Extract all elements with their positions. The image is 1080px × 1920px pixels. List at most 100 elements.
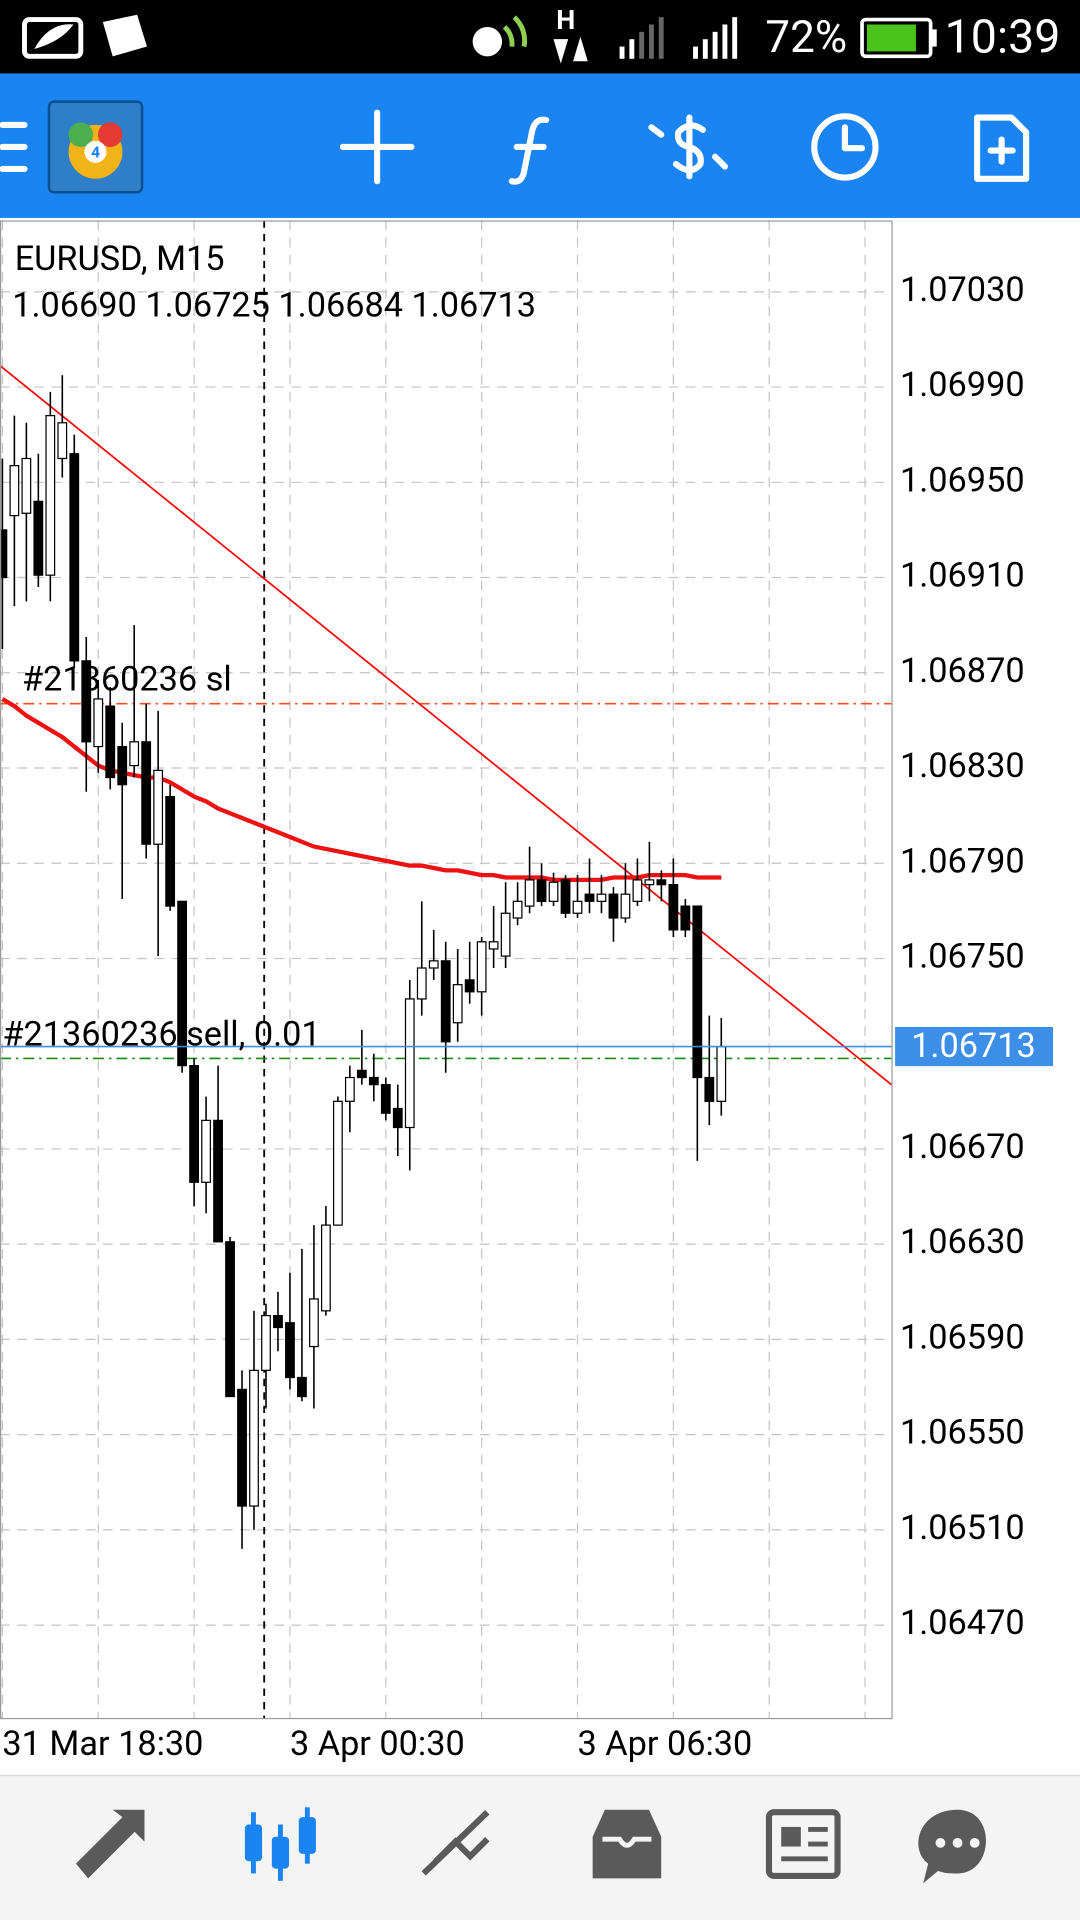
status-icons: H xyxy=(22,4,937,64)
candle-body xyxy=(548,881,559,902)
candle-body xyxy=(428,960,439,969)
bottom-nav xyxy=(0,1775,1080,1920)
candle-body xyxy=(141,741,152,845)
x-tick-label: 31 Mar 18:30 xyxy=(2,1724,203,1764)
new-order-button[interactable] xyxy=(974,114,1030,182)
y-tick-label: 1.07030 xyxy=(900,270,1025,310)
candle-body xyxy=(117,745,128,786)
chart-title: EURUSD, M15 xyxy=(15,239,225,279)
battery-level: 72% xyxy=(765,11,847,63)
candle-body xyxy=(45,415,56,576)
news-tab[interactable] xyxy=(765,1809,841,1879)
candle-body xyxy=(380,1084,391,1114)
order-level-label: #21360236 sl xyxy=(22,660,232,700)
menu-button[interactable] xyxy=(0,121,28,173)
history-tab[interactable] xyxy=(592,1809,662,1879)
candle-body xyxy=(524,879,535,907)
candle-body xyxy=(237,1388,247,1507)
candle-body xyxy=(488,941,499,950)
candle-body xyxy=(644,879,655,886)
candle-body xyxy=(261,1314,271,1371)
candle-body xyxy=(440,960,451,1043)
candle-body xyxy=(69,453,80,662)
candle-body xyxy=(404,998,415,1129)
candle-body xyxy=(225,1241,235,1398)
quotes-tab[interactable] xyxy=(75,1809,145,1879)
candle-body xyxy=(716,1045,727,1102)
candle-body xyxy=(500,912,511,957)
candle-body xyxy=(33,500,44,576)
candle-body xyxy=(704,1076,715,1102)
candle-body xyxy=(536,879,547,902)
candle-body xyxy=(572,900,583,914)
y-tick-label: 1.06990 xyxy=(900,365,1025,405)
y-tick-label: 1.06590 xyxy=(900,1317,1025,1357)
candle-body xyxy=(321,1224,331,1312)
candle-body xyxy=(584,893,595,902)
candle-body xyxy=(9,465,20,517)
y-tick-label: 1.06470 xyxy=(900,1603,1025,1643)
app-logo[interactable]: 4 xyxy=(47,100,144,194)
labels: 1.07030 1.06990 1.06950 1.06910 1.06870 1.068… xyxy=(2,270,1054,1764)
candle-body xyxy=(452,984,463,1024)
candle-body xyxy=(476,941,487,993)
trade-tab[interactable] xyxy=(421,1810,490,1876)
candle-body xyxy=(165,795,176,907)
candle-body xyxy=(512,900,523,919)
candle-body xyxy=(309,1298,319,1348)
candle-body xyxy=(596,893,607,902)
plot xyxy=(0,220,892,1718)
candle-body xyxy=(560,879,571,914)
candle-body xyxy=(249,1369,259,1507)
status-bar xyxy=(0,0,1080,74)
candle-body xyxy=(153,769,164,845)
candle-body xyxy=(392,1107,403,1129)
bid-label: 1.06713 xyxy=(911,1026,1036,1066)
candle-body xyxy=(344,1076,355,1102)
y-tick-label: 1.06790 xyxy=(900,841,1025,881)
y-tick-label: 1.06670 xyxy=(900,1127,1025,1167)
candle-body xyxy=(93,698,104,748)
indicators-button[interactable] xyxy=(508,116,550,185)
candle-body xyxy=(129,741,140,767)
candle-body xyxy=(105,705,116,779)
y-tick-label: 1.06950 xyxy=(900,460,1025,500)
plot-frame xyxy=(0,220,893,1720)
candle-body xyxy=(356,1069,367,1079)
clock: 10:39 xyxy=(945,11,1061,65)
candle-body xyxy=(189,1064,199,1183)
candle-body xyxy=(201,1119,211,1183)
y-tick-label: 1.06750 xyxy=(900,937,1025,977)
order-level-label: #21360236 sell, 0.01 xyxy=(2,1014,320,1054)
candle-body xyxy=(620,893,631,919)
candle-body xyxy=(680,905,691,931)
candle-body xyxy=(213,1119,223,1243)
y-tick-label: 1.06870 xyxy=(900,651,1025,691)
crosshair-button[interactable] xyxy=(339,109,415,185)
candle-body xyxy=(21,457,32,514)
candle-body xyxy=(0,529,8,579)
history-button[interactable] xyxy=(811,113,879,181)
y-tick-label: 1.06550 xyxy=(900,1413,1025,1453)
chart-tab[interactable] xyxy=(244,1807,316,1881)
trendline xyxy=(0,364,892,1086)
candle-body xyxy=(81,660,92,743)
candle-body xyxy=(273,1314,283,1329)
candle-body xyxy=(368,1076,379,1086)
y-tick-label: 1.06630 xyxy=(900,1222,1025,1262)
candle-body xyxy=(416,967,427,1000)
svg-text:H: H xyxy=(556,4,575,36)
candle-body xyxy=(692,905,703,1079)
candle-body xyxy=(656,879,667,886)
svg-text:4: 4 xyxy=(91,142,100,161)
y-tick-label: 1.06910 xyxy=(900,556,1025,596)
y-tick-label: 1.06830 xyxy=(900,746,1025,786)
candle-body xyxy=(668,884,679,931)
candle-body xyxy=(57,422,68,460)
candle-body xyxy=(464,979,475,993)
candle-body xyxy=(285,1322,295,1379)
chat-tab[interactable] xyxy=(918,1809,987,1884)
trade-button[interactable] xyxy=(648,114,728,180)
